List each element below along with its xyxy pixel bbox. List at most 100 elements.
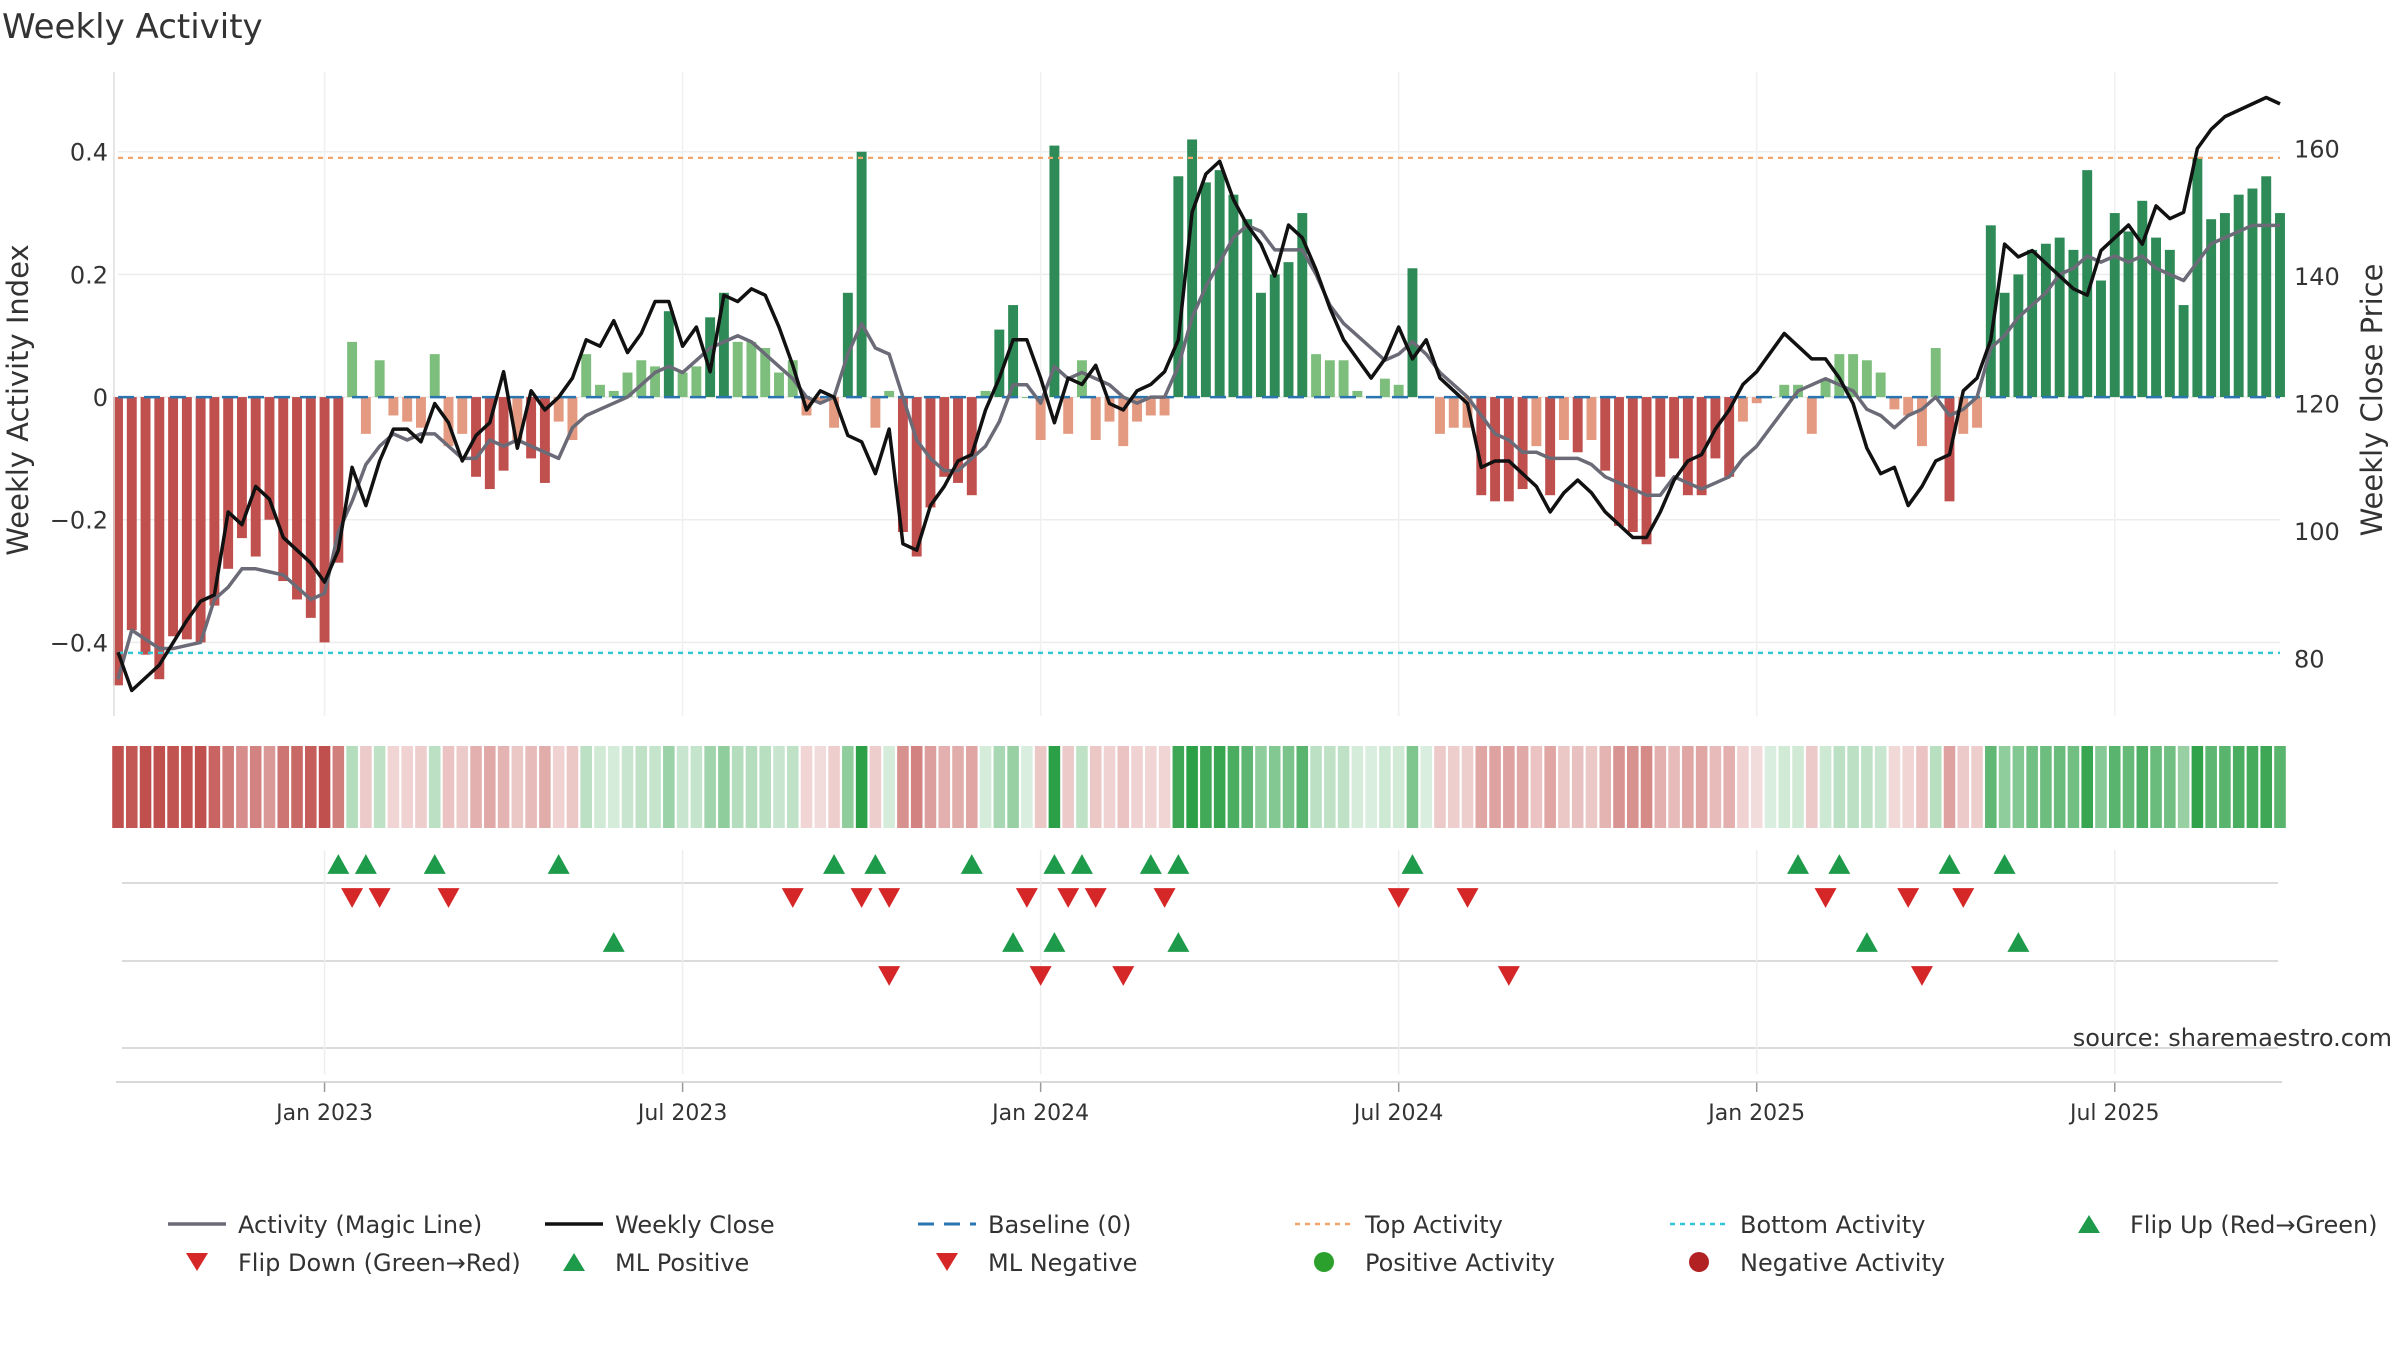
legend-swatch-positive-dot xyxy=(1314,1252,1334,1272)
activity-strip-cell xyxy=(401,746,413,828)
activity-bar xyxy=(1118,397,1129,447)
activity-strip-cell xyxy=(1200,746,1212,828)
activity-strip-cell xyxy=(1255,746,1267,828)
activity-strip-cell xyxy=(1626,746,1639,828)
activity-bar xyxy=(1627,397,1638,532)
activity-bar xyxy=(305,397,316,618)
activity-bar xyxy=(1806,397,1817,434)
activity-strip-cell xyxy=(1613,746,1625,828)
legend-label: Activity (Magic Line) xyxy=(238,1211,482,1239)
activity-bar xyxy=(333,397,344,563)
activity-bar xyxy=(884,390,895,398)
activity-bar xyxy=(1490,397,1501,502)
activity-bar xyxy=(319,397,330,643)
activity-strip xyxy=(112,746,2286,828)
activity-strip-cell xyxy=(139,746,152,828)
activity-bar xyxy=(2275,213,2285,398)
activity-bar xyxy=(581,354,592,398)
activity-bar xyxy=(774,372,784,398)
activity-strip-cell xyxy=(1750,746,1763,828)
activity-bar xyxy=(209,397,220,606)
activity-bar xyxy=(1035,397,1046,440)
activity-bar xyxy=(953,397,963,483)
activity-strip-cell xyxy=(1062,746,1074,828)
activity-bar xyxy=(1324,360,1335,398)
activity-strip-cell xyxy=(924,746,937,828)
activity-bar xyxy=(746,341,757,398)
flip-up-marker xyxy=(1070,854,1093,874)
activity-strip-cell xyxy=(1048,746,1061,828)
activity-bar xyxy=(636,360,647,398)
activity-strip-cell xyxy=(883,746,895,828)
activity-bar xyxy=(1311,354,1322,398)
activity-bar xyxy=(663,311,674,398)
activity-strip-cell xyxy=(1709,746,1722,828)
magic-line xyxy=(116,223,2280,680)
activity-strip-cell xyxy=(1723,746,1735,828)
flip-down-marker xyxy=(368,888,391,908)
y-tick-label: 0.4 xyxy=(70,139,108,167)
activity-bar xyxy=(1076,360,1087,398)
flip-up-marker xyxy=(1787,854,1810,874)
activity-strip-cell xyxy=(1076,746,1088,828)
activity-bar xyxy=(388,397,399,416)
activity-strip-cell xyxy=(552,746,565,828)
activity-bar xyxy=(113,397,123,686)
flip-down-marker xyxy=(850,888,873,908)
flip-up-marker xyxy=(547,854,570,874)
ml-negative-marker xyxy=(1497,966,1520,986)
flip-down-marker xyxy=(1814,888,1837,908)
activity-bar xyxy=(236,397,247,539)
activity-bar xyxy=(1104,397,1115,422)
activity-strip-cell xyxy=(1682,746,1694,828)
activity-bar xyxy=(1435,397,1445,434)
activity-bar xyxy=(650,366,661,398)
activity-strip-cell xyxy=(1145,746,1157,828)
activity-bar xyxy=(1600,397,1611,471)
activity-strip-cell xyxy=(1241,746,1253,828)
activity-bar xyxy=(1517,397,1528,490)
activity-bar xyxy=(126,397,137,631)
activity-strip-cell xyxy=(1475,746,1488,828)
activity-strip-cell xyxy=(1268,746,1281,828)
activity-strip-cell xyxy=(1929,746,1942,828)
flip-down-marker xyxy=(878,888,901,908)
activity-bar xyxy=(2082,170,2093,398)
activity-bar xyxy=(1256,292,1266,398)
activity-strip-cell xyxy=(1544,746,1556,828)
activity-bar xyxy=(1696,397,1707,496)
activity-strip-cell xyxy=(1737,746,1749,828)
legend-swatch-negative-dot xyxy=(1689,1252,1709,1272)
activity-bar xyxy=(512,397,523,440)
activity-strip-cell xyxy=(318,746,331,828)
flip-down-marker xyxy=(781,888,804,908)
activity-bar xyxy=(939,397,950,477)
activity-bar xyxy=(278,397,289,582)
activity-strip-cell xyxy=(2274,746,2286,828)
activity-bar xyxy=(1724,397,1735,477)
signal-markers xyxy=(116,850,2282,1083)
activity-strip-cell xyxy=(2136,746,2149,828)
activity-bar xyxy=(154,397,165,680)
activity-bar xyxy=(539,397,550,483)
flip-down-marker xyxy=(1015,888,1038,908)
activity-bar xyxy=(526,397,537,459)
activity-bar xyxy=(980,390,991,398)
activity-bar xyxy=(815,397,826,404)
flip-up-marker xyxy=(1828,854,1851,874)
activity-strip-cell xyxy=(2191,746,2204,828)
activity-bar xyxy=(2137,200,2148,398)
activity-strip-cell xyxy=(1392,746,1405,828)
activity-strip-cell xyxy=(704,746,716,828)
activity-bar xyxy=(2261,176,2272,398)
activity-bar xyxy=(1572,397,1583,453)
activity-bar xyxy=(1958,397,1969,434)
ml-negative-marker xyxy=(878,966,901,986)
activity-strip-cell xyxy=(1034,746,1047,828)
ml-positive-marker xyxy=(2007,932,2030,952)
legend-label: Negative Activity xyxy=(1740,1249,1945,1277)
activity-strip-cell xyxy=(910,746,923,828)
activity-bar xyxy=(264,397,275,520)
legend-swatch-up-triangle xyxy=(2078,1215,2100,1233)
activity-strip-cell xyxy=(1434,746,1446,828)
